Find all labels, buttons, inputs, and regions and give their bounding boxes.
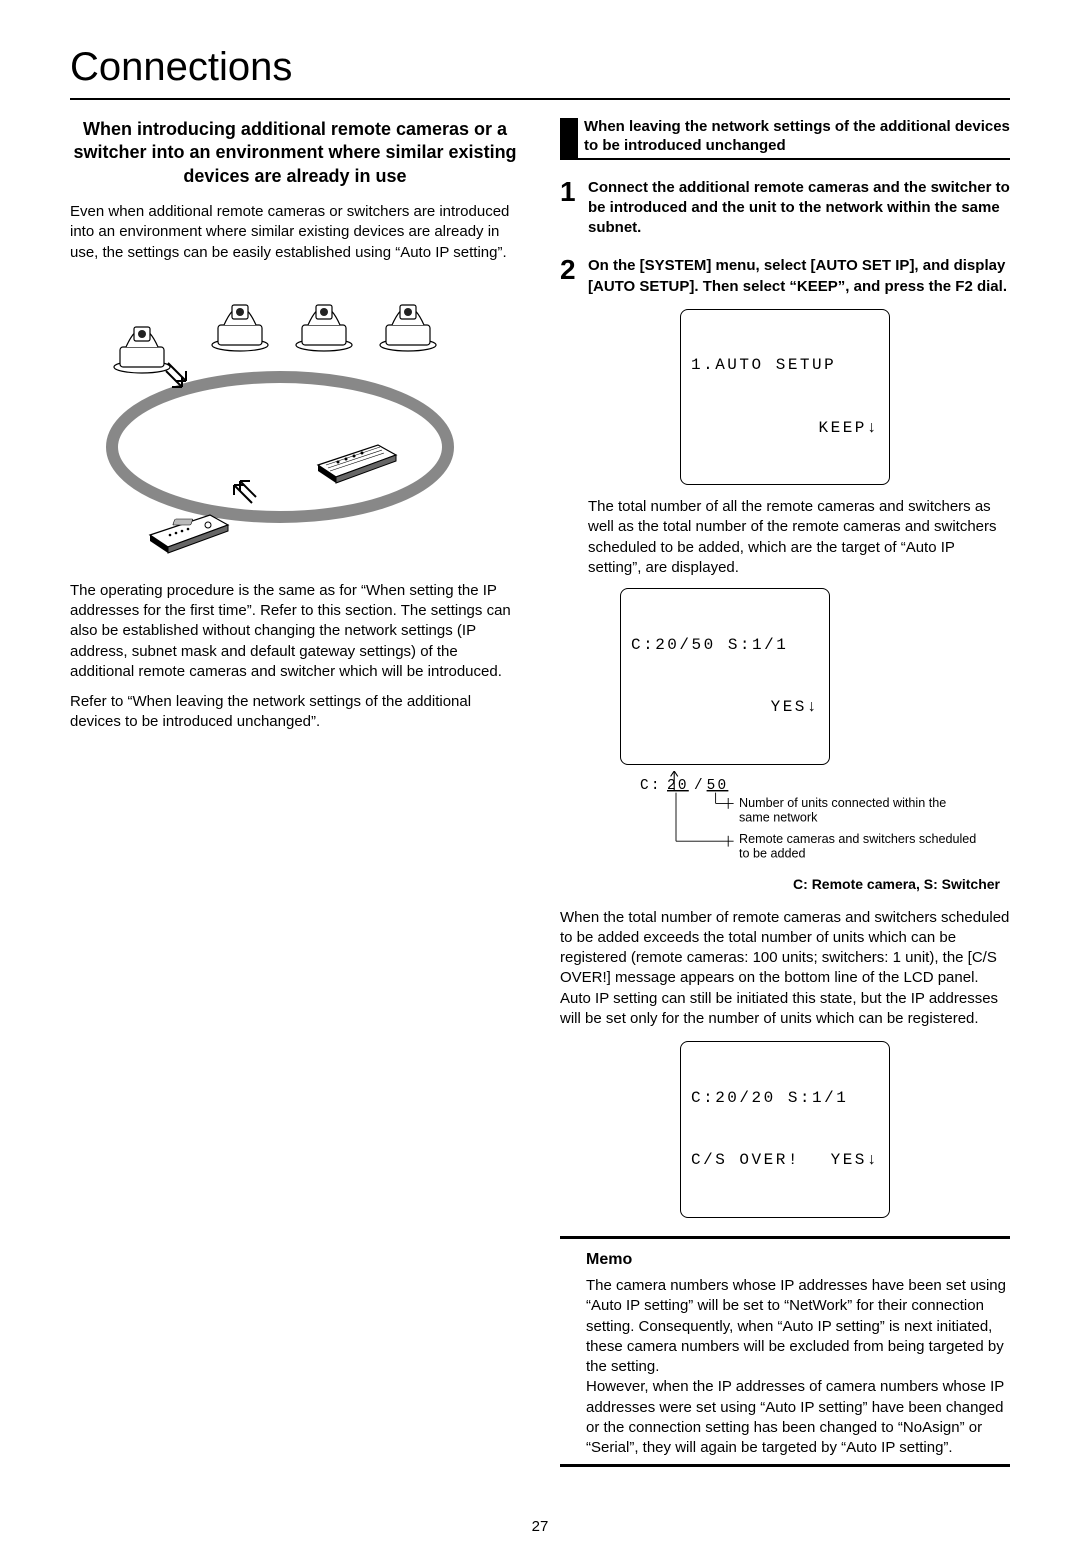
right-section-header: When leaving the network settings of the… [560,118,1010,160]
left-column: When introducing additional remote camer… [70,118,520,1467]
left-heading: When introducing additional remote camer… [70,118,520,188]
left-para-3: Refer to “When leaving the network setti… [70,692,520,733]
callout-block: C: 20 / 50 Number of units connected wit… [620,771,1010,867]
memo-body: The camera numbers whose IP addresses ha… [586,1276,1010,1458]
step2-after-para: The total number of all the remote camer… [588,497,1010,578]
step-2-text: On the [SYSTEM] menu, select [AUTO SET I… [588,256,1010,297]
legend-text: C: Remote camera, S: Switcher [560,875,1000,894]
lcd-over: C:20/20 S:1/1 C/S OVER! YES↓ [680,1041,890,1217]
svg-text:20: 20 [667,778,689,794]
header-black-bar [560,118,578,160]
svg-text:to be added: to be added [739,846,806,860]
lcd3-line1: C:20/20 S:1/1 [691,1088,879,1109]
svg-text:50: 50 [707,778,729,794]
svg-text:same network: same network [739,810,818,824]
step-1: 1 Connect the additional remote cameras … [560,178,1010,239]
lcd1-line1: 1.AUTO SETUP [691,355,879,376]
right-column: When leaving the network settings of the… [560,118,1010,1467]
step-1-text: Connect the additional remote cameras an… [588,178,1010,239]
svg-text:/: / [694,778,705,794]
memo-rule-bottom [560,1464,1010,1467]
over-para: When the total number of remote cameras … [560,908,1010,1030]
step-1-number: 1 [560,178,588,239]
lcd-count: C:20/50 S:1/1 YES↓ [620,588,830,764]
svg-text:Number of units connected with: Number of units connected within the [739,796,946,810]
lcd3-line2-left: C/S OVER! [691,1150,800,1171]
step-2: 2 On the [SYSTEM] menu, select [AUTO SET… [560,256,1010,297]
memo-title: Memo [586,1249,1010,1271]
lcd-auto-setup: 1.AUTO SETUP KEEP↓ [680,309,890,485]
lcd2-line1: C:20/50 S:1/1 [631,635,819,656]
left-para-2: The operating procedure is the same as f… [70,581,520,682]
lcd1-line2: KEEP↓ [818,418,879,439]
lcd3-line2-right: YES↓ [831,1150,879,1171]
page-number: 27 [70,1517,1010,1537]
memo-rule-top [560,1236,1010,1239]
step-2-number: 2 [560,256,588,297]
lcd2-line2: YES↓ [771,697,819,718]
content-columns: When introducing additional remote camer… [70,118,1010,1467]
right-section-title: When leaving the network settings of the… [578,118,1010,160]
svg-text:Remote cameras and switchers s: Remote cameras and switchers scheduled [739,832,976,846]
network-diagram [70,277,520,567]
left-para-1: Even when additional remote cameras or s… [70,202,520,263]
page-title: Connections [70,40,1010,100]
svg-text:C:: C: [640,778,662,794]
